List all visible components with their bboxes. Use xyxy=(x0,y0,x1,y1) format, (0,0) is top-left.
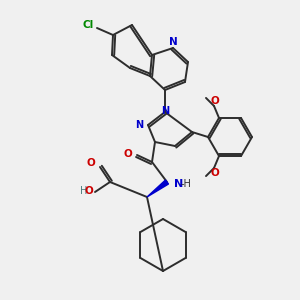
Text: O: O xyxy=(211,96,219,106)
Text: N: N xyxy=(161,106,169,116)
Text: O: O xyxy=(211,168,219,178)
Text: N: N xyxy=(174,179,183,189)
Text: N: N xyxy=(169,37,177,47)
Text: N: N xyxy=(135,120,143,130)
Text: -H: -H xyxy=(181,179,192,189)
Text: O: O xyxy=(123,149,132,159)
Polygon shape xyxy=(147,180,169,197)
Text: O: O xyxy=(86,158,95,168)
Text: Cl: Cl xyxy=(83,20,94,30)
Text: O: O xyxy=(84,186,93,196)
Text: H: H xyxy=(80,186,87,196)
